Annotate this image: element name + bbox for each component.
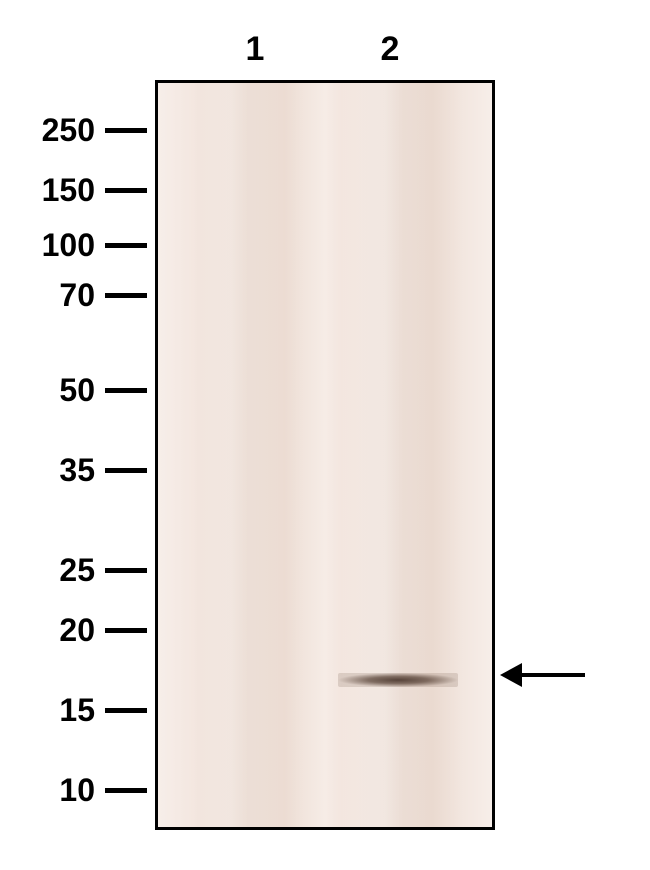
mw-tick-15 <box>105 708 147 713</box>
mw-tick-50 <box>105 388 147 393</box>
lane-label-1: 1 <box>235 30 275 69</box>
lane-streak-1 <box>193 83 303 827</box>
mw-tick-35 <box>105 468 147 473</box>
mw-label-20: 20 <box>0 612 95 649</box>
mw-tick-25 <box>105 568 147 573</box>
mw-label-150: 150 <box>0 172 95 209</box>
mw-tick-10 <box>105 788 147 793</box>
mw-label-25: 25 <box>0 552 95 589</box>
lane-streak-2 <box>343 83 463 827</box>
mw-label-100: 100 <box>0 227 95 264</box>
mw-label-250: 250 <box>0 112 95 149</box>
arrow-indicator-line <box>520 673 585 677</box>
mw-label-15: 15 <box>0 692 95 729</box>
mw-tick-70 <box>105 293 147 298</box>
mw-tick-20 <box>105 628 147 633</box>
blot-membrane <box>155 80 495 830</box>
arrow-indicator-head <box>500 663 522 687</box>
mw-label-35: 35 <box>0 452 95 489</box>
mw-label-10: 10 <box>0 772 95 809</box>
mw-tick-250 <box>105 128 147 133</box>
mw-label-50: 50 <box>0 372 95 409</box>
band-lane2-17kda <box>338 673 458 687</box>
mw-tick-150 <box>105 188 147 193</box>
lane-label-2: 2 <box>370 30 410 69</box>
mw-label-70: 70 <box>0 277 95 314</box>
mw-tick-100 <box>105 243 147 248</box>
